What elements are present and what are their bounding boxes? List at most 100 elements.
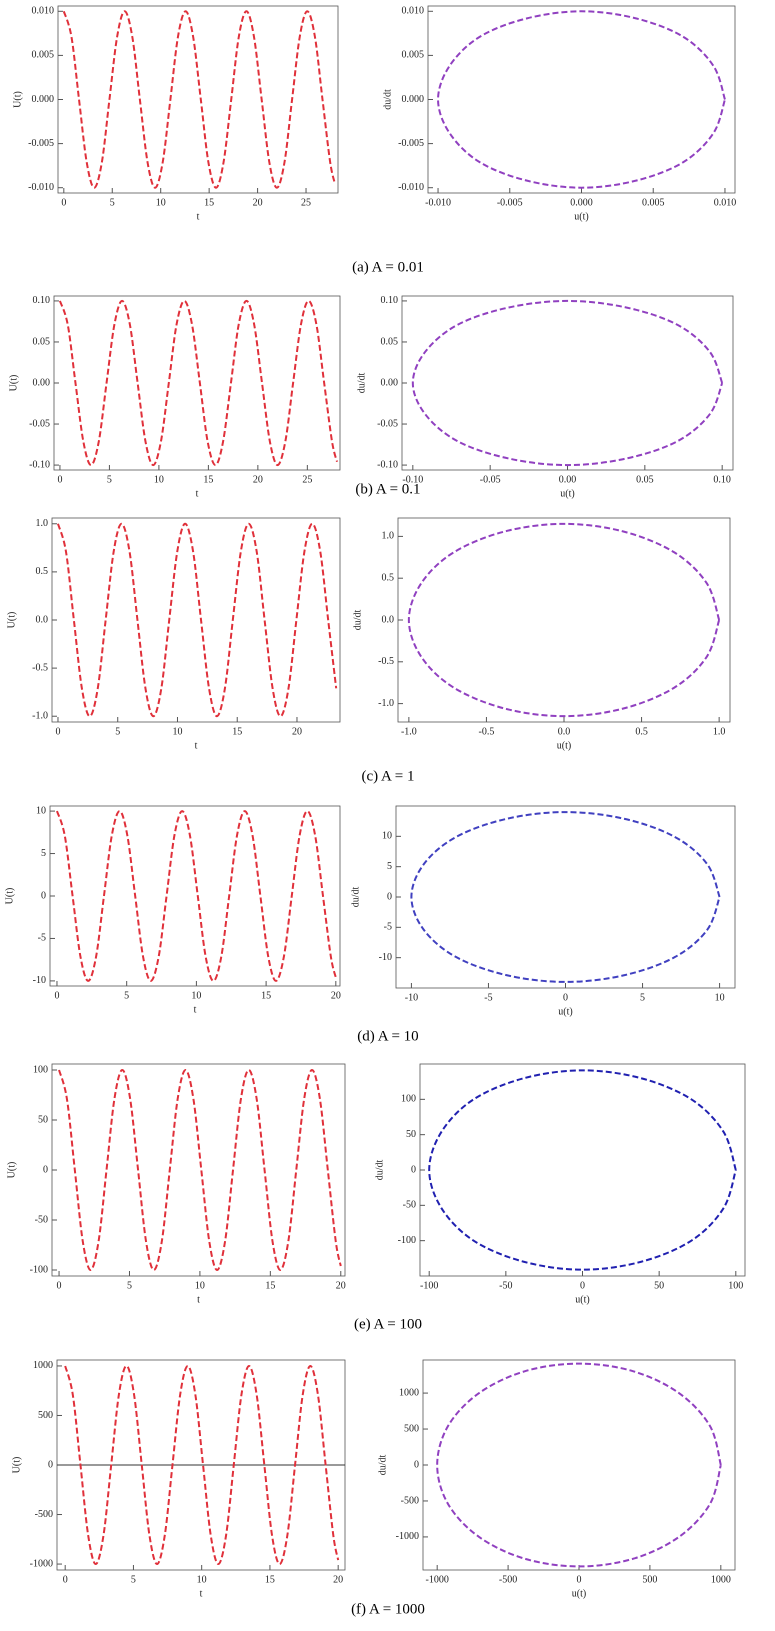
y-axis-label: U(t)	[6, 1162, 17, 1179]
x-tick-label: 0	[63, 1574, 68, 1585]
y-axis-label: U(t)	[8, 375, 19, 392]
plot-frame	[51, 1063, 346, 1277]
x-axis-label: u(t)	[557, 740, 571, 751]
y-tick-label: 100	[401, 1094, 416, 1105]
x-tick-label: 0	[54, 990, 59, 1001]
y-axis-label: du/dt	[350, 887, 361, 908]
x-tick-label: 15	[265, 1574, 275, 1585]
y-tick-label: 500	[404, 1423, 419, 1434]
caption: (f) A = 1000	[351, 1601, 425, 1617]
y-tick-label: 10	[36, 805, 46, 816]
x-tick-label: 0.10	[713, 474, 731, 485]
y-tick-label: -0.05	[377, 418, 398, 429]
y-tick-label: 0.10	[33, 295, 51, 306]
x-tick-label: 5	[107, 474, 112, 485]
y-tick-label: 1000	[399, 1387, 419, 1398]
x-tick-label: 0.0	[558, 726, 571, 737]
caption: (d) A = 10	[357, 1028, 418, 1044]
x-axis-label: t	[194, 1004, 197, 1015]
y-tick-label: 0.0	[382, 614, 395, 625]
y-tick-label: 0.05	[33, 336, 51, 347]
x-tick-label: 0	[563, 992, 568, 1003]
y-tick-label: -1000	[396, 1531, 419, 1542]
x-axis-label: u(t)	[572, 1588, 586, 1599]
curve	[428, 1069, 737, 1271]
y-tick-label: -0.005	[398, 138, 424, 149]
y-tick-label: -0.10	[29, 459, 50, 470]
x-tick-label: -0.005	[497, 197, 523, 208]
y-axis-label: U(t)	[12, 91, 23, 108]
y-tick-label: -100	[398, 1235, 416, 1246]
x-tick-label: 10	[197, 1574, 207, 1585]
x-tick-label: 100	[728, 1280, 743, 1291]
curve	[410, 811, 721, 983]
y-tick-label: 0.5	[36, 566, 49, 577]
x-axis-label: t	[200, 1588, 203, 1599]
caption: (a) A = 0.01	[352, 259, 424, 275]
x-tick-label: 0	[57, 1280, 62, 1291]
plot-frame	[427, 5, 736, 194]
plot-frame	[51, 517, 341, 723]
y-tick-label: -5	[38, 933, 46, 944]
x-tick-label: 25	[302, 474, 312, 485]
y-tick-label: 0.010	[32, 6, 55, 17]
x-tick-label: 15	[232, 726, 242, 737]
y-tick-label: -0.005	[28, 138, 54, 149]
x-tick-label: 0	[61, 197, 66, 208]
plot-frame	[395, 805, 736, 989]
y-tick-label: 0.0	[36, 614, 49, 625]
y-tick-label: -50	[35, 1214, 48, 1225]
curve	[62, 10, 337, 189]
x-tick-label: 5	[131, 1574, 136, 1585]
y-tick-label: 0.05	[381, 336, 399, 347]
x-tick-label: 25	[301, 197, 311, 208]
x-tick-label: 1.0	[713, 726, 726, 737]
x-axis-label: u(t)	[575, 1294, 589, 1305]
curve	[437, 10, 726, 189]
y-tick-label: 1.0	[382, 531, 395, 542]
curve	[58, 1068, 342, 1272]
y-tick-label: 5	[41, 848, 46, 859]
y-axis-label: U(t)	[11, 1457, 22, 1474]
y-tick-label: 1000	[33, 1360, 53, 1371]
y-axis-label: du/dt	[382, 89, 393, 110]
y-axis-label: U(t)	[4, 888, 15, 905]
x-tick-label: 0.5	[635, 726, 648, 737]
x-tick-label: -100	[420, 1280, 438, 1291]
y-tick-label: 0	[43, 1164, 48, 1175]
x-tick-label: -0.10	[402, 474, 423, 485]
caption: (c) A = 1	[361, 768, 414, 784]
x-axis-label: u(t)	[560, 488, 574, 499]
y-tick-label: -0.5	[378, 656, 394, 667]
x-tick-label: 15	[261, 990, 271, 1001]
x-tick-label: 15	[203, 474, 213, 485]
x-tick-label: 20	[253, 197, 263, 208]
x-tick-label: -0.05	[480, 474, 501, 485]
curve	[411, 299, 724, 467]
x-tick-label: 0.00	[559, 474, 577, 485]
x-tick-label: 5	[124, 990, 129, 1001]
y-axis-label: du/dt	[377, 1455, 388, 1476]
x-tick-label: -0.5	[479, 726, 495, 737]
x-tick-label: 0	[57, 474, 62, 485]
y-tick-label: 0.00	[33, 377, 51, 388]
plot-frame	[49, 805, 341, 987]
x-tick-label: -1.0	[401, 726, 417, 737]
y-tick-label: 0.5	[382, 572, 395, 583]
x-tick-label: -50	[499, 1280, 512, 1291]
x-axis-label: t	[197, 1294, 200, 1305]
x-tick-label: 10	[195, 1280, 205, 1291]
x-tick-label: 15	[265, 1280, 275, 1291]
plot-frame	[419, 1063, 746, 1277]
y-tick-label: 0.000	[402, 94, 425, 105]
curve	[56, 810, 337, 982]
plot-frame	[53, 295, 341, 471]
y-tick-label: 0	[414, 1459, 419, 1470]
x-tick-label: 15	[204, 197, 214, 208]
x-tick-label: 0	[580, 1280, 585, 1291]
y-tick-label: 0.00	[381, 377, 399, 388]
curve	[58, 299, 339, 467]
y-tick-label: 0.005	[32, 50, 55, 61]
y-tick-label: -0.5	[32, 662, 48, 673]
y-tick-label: -500	[35, 1509, 53, 1520]
